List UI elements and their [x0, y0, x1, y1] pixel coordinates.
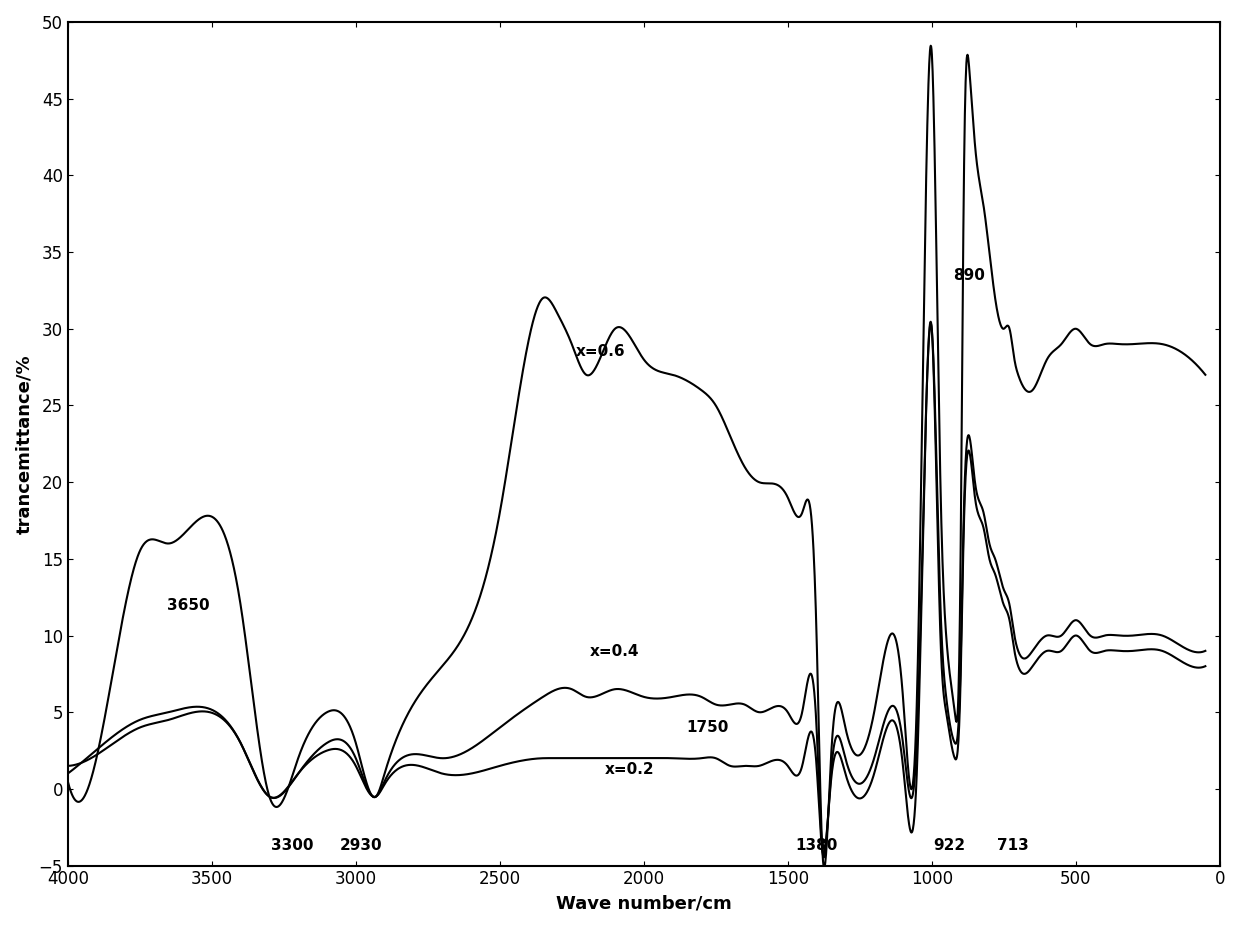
Text: 890: 890: [954, 268, 985, 283]
Text: 1750: 1750: [686, 720, 728, 735]
Y-axis label: trancemittance/%: trancemittance/%: [15, 354, 33, 534]
Text: x=0.2: x=0.2: [605, 762, 655, 777]
Text: x=0.4: x=0.4: [590, 643, 640, 658]
Text: 713: 713: [997, 838, 1028, 854]
Text: 1380: 1380: [795, 838, 838, 854]
Text: x=0.6: x=0.6: [575, 345, 625, 360]
Text: 3300: 3300: [272, 838, 314, 854]
X-axis label: Wave number/cm: Wave number/cm: [556, 894, 732, 912]
Text: 922: 922: [932, 838, 965, 854]
Text: 2930: 2930: [340, 838, 383, 854]
Text: 3650: 3650: [167, 598, 210, 613]
